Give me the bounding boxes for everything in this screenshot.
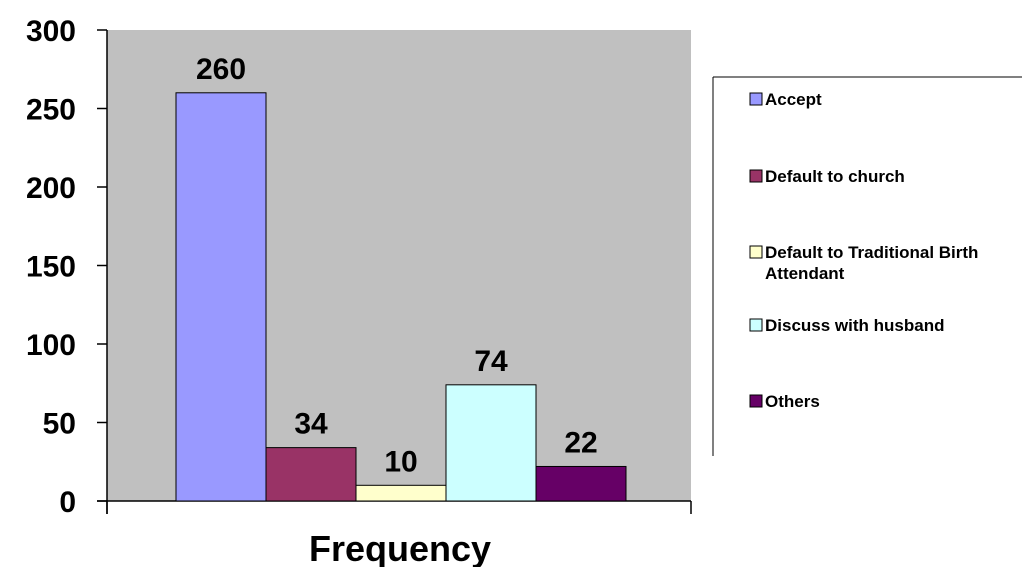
data-label: 260 bbox=[196, 53, 246, 86]
legend-label: Others bbox=[765, 392, 820, 411]
x-axis-title: Frequency bbox=[309, 528, 491, 567]
y-tick-label: 150 bbox=[26, 251, 76, 284]
legend-item: Default to Traditional Birth Attendant bbox=[749, 243, 978, 283]
legend-item: Discuss with husband bbox=[749, 316, 944, 335]
legend-label: Attendant bbox=[765, 264, 845, 283]
legend-swatch bbox=[749, 318, 763, 332]
legend-swatch bbox=[749, 245, 763, 259]
legend-swatch bbox=[749, 169, 763, 183]
y-tick-label: 250 bbox=[26, 94, 76, 127]
y-tick-label: 200 bbox=[26, 172, 76, 205]
legend-label: Discuss with husband bbox=[765, 316, 944, 335]
legend-label: Default to Traditional Birth bbox=[765, 243, 978, 262]
bar-accept bbox=[175, 92, 267, 502]
legend-label: Accept bbox=[765, 90, 822, 109]
legend-swatch bbox=[749, 92, 763, 106]
y-tick-label: 0 bbox=[59, 486, 76, 519]
data-labels: 260 34 10 74 22 bbox=[196, 53, 598, 478]
legend-item: Others bbox=[749, 392, 820, 411]
data-label: 74 bbox=[474, 345, 508, 378]
data-label: 10 bbox=[384, 445, 417, 478]
data-label: 22 bbox=[564, 426, 597, 459]
legend-item: Accept bbox=[749, 90, 822, 109]
y-axis-ticks: 0 50 100 150 200 250 300 bbox=[26, 15, 107, 519]
y-tick-label: 100 bbox=[26, 329, 76, 362]
legend-label: Default to church bbox=[765, 167, 905, 186]
bar-default-to-traditional-birth-attendant bbox=[355, 484, 447, 502]
legend-item: Default to church bbox=[749, 167, 905, 186]
legend-swatch bbox=[749, 394, 763, 408]
data-label: 34 bbox=[294, 408, 328, 441]
y-tick-label: 300 bbox=[26, 15, 76, 48]
y-tick-label: 50 bbox=[43, 408, 76, 441]
bars bbox=[175, 92, 627, 502]
bar-others bbox=[535, 465, 627, 502]
bar-discuss-with-husband bbox=[445, 384, 537, 502]
legend: Accept Default to church Default to Tradit… bbox=[712, 76, 1022, 456]
bar-default-to-church bbox=[265, 447, 357, 502]
